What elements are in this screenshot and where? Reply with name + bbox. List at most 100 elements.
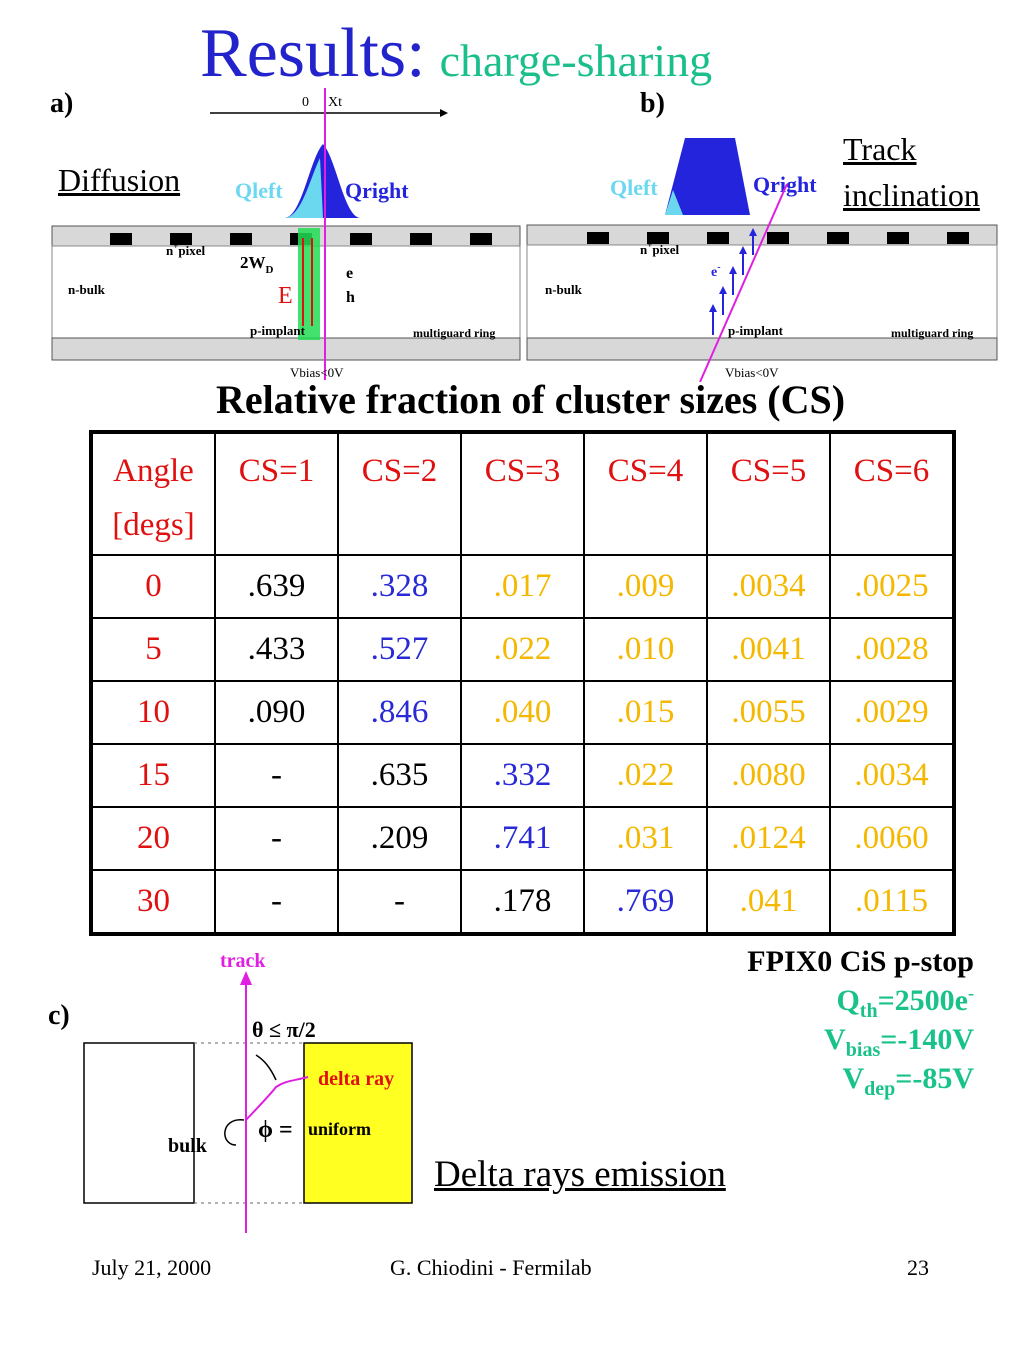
phi-label: ϕ = xyxy=(258,1117,293,1143)
table-cell: .769 xyxy=(583,869,708,935)
table-cell: .0025 xyxy=(829,554,955,619)
table-cell: .209 xyxy=(337,806,462,871)
table-title: Relative fraction of cluster sizes (CS) xyxy=(215,377,846,422)
table-cell: - xyxy=(214,743,339,808)
table-cell: .0115 xyxy=(829,869,955,935)
p-implant-label: p-implant xyxy=(250,323,306,338)
wd-label: 2WD xyxy=(240,253,274,276)
header-angle-line1: Angle xyxy=(113,453,194,489)
pixel-pad-b xyxy=(887,232,909,244)
pixel-pad xyxy=(350,233,372,245)
e-minus-label: e- xyxy=(711,262,721,280)
vdep-symbol: V xyxy=(842,1062,865,1095)
pixel-pad xyxy=(170,233,192,245)
pixel-pad xyxy=(110,233,132,245)
axis-xt: Xt xyxy=(328,95,342,110)
qth-subscript: th xyxy=(859,1000,878,1022)
pixel-pad-b xyxy=(647,232,669,244)
table-cell: .041 xyxy=(706,869,831,935)
row-angle: 5 xyxy=(90,617,216,682)
npixel-label: n+pixel xyxy=(166,241,205,258)
vbias-label: Vbias<0V xyxy=(290,365,344,380)
charge-trapezoid xyxy=(665,138,750,215)
table-cell: .0028 xyxy=(829,617,955,682)
table-cell: .0034 xyxy=(829,743,955,808)
theta-arc xyxy=(255,1054,277,1081)
table-cell: .328 xyxy=(337,554,462,619)
pixel-pad xyxy=(230,233,252,245)
panel-c-label: c) xyxy=(48,1000,70,1031)
p-implant-label-b: p-implant xyxy=(728,323,784,338)
table-row: 30 - - .178 .769 .041 .0115 xyxy=(90,869,955,935)
table-row: 20 - .209 .741 .031 .0124 .0060 xyxy=(90,806,955,871)
table-cell: .017 xyxy=(460,554,585,619)
table-cell: .0055 xyxy=(706,680,831,745)
footer-date: July 21, 2000 xyxy=(92,1255,212,1280)
npixel-label-b: n+pixel xyxy=(640,240,679,257)
nbulk-label-b: n-bulk xyxy=(545,282,583,297)
table-cell: .090 xyxy=(214,680,339,745)
qleft-label: Qleft xyxy=(235,178,283,203)
pixel-pad xyxy=(410,233,432,245)
diffusion-caption: Diffusion xyxy=(58,162,181,198)
electron-label: e xyxy=(346,265,353,282)
table-cell: .0041 xyxy=(706,617,831,682)
table-cell: .635 xyxy=(337,743,462,808)
table-cell: .0029 xyxy=(829,680,955,745)
bulk-box xyxy=(83,1042,195,1204)
table-cell: .846 xyxy=(337,680,462,745)
diffusion-diagram: 0 Xt Qleft Qright n+pixel n-bulk 2WD E e… xyxy=(51,88,521,380)
table-cell: .639 xyxy=(214,554,339,619)
vbias-line: Vbias=-140V xyxy=(747,1023,974,1062)
delta-ray-path xyxy=(245,1076,309,1121)
pixel-pad-b xyxy=(587,232,609,244)
vdep-line: Vdep=-85V xyxy=(747,1062,974,1101)
drift-arrow-head xyxy=(729,266,737,274)
track-inclination-diagram: Qleft Qright n+pixel n-bulk e- p-implant… xyxy=(526,138,998,382)
pixel-pad-b xyxy=(827,232,849,244)
uniform-label: uniform xyxy=(308,1119,371,1139)
table-cell: .527 xyxy=(337,617,462,682)
footer-author: G. Chiodini - Fermilab xyxy=(390,1255,592,1280)
vdep-subscript: dep xyxy=(864,1078,896,1100)
table-row: 15 - .635 .332 .022 .0080 .0034 xyxy=(90,743,955,808)
delta-ray-label: delta ray xyxy=(318,1068,394,1090)
panel-a-label: a) xyxy=(50,88,74,119)
table-cell: - xyxy=(214,806,339,871)
table-cell: .040 xyxy=(460,680,585,745)
header-cs5: CS=5 xyxy=(706,431,831,556)
table-header-row: Angle [degs] CS=1 CS=2 CS=3 CS=4 CS=5 CS… xyxy=(90,431,955,556)
qright-label-b: Qright xyxy=(753,172,817,197)
row-angle: 30 xyxy=(90,869,216,935)
pixel-pad-b xyxy=(767,232,789,244)
charge-trapezoid-left xyxy=(665,190,683,215)
row-angle: 10 xyxy=(90,680,216,745)
header-cs4: CS=4 xyxy=(583,431,708,556)
table-cell: .031 xyxy=(583,806,708,871)
header-angle-line2: [degs] xyxy=(112,507,195,544)
bulk-label: bulk xyxy=(168,1135,208,1157)
drift-arrow-head xyxy=(709,304,717,312)
table-cell: - xyxy=(337,869,462,935)
slide-title: Results: charge-sharing xyxy=(200,14,712,94)
header-cs6: CS=6 xyxy=(829,431,955,556)
table-cell: .010 xyxy=(583,617,708,682)
caption-line-inclination: inclination xyxy=(843,177,980,213)
vbias-label-b: Vbias<0V xyxy=(725,365,779,380)
uniform-box xyxy=(303,1042,413,1204)
title-main: Results: xyxy=(200,15,426,92)
table-cell: .741 xyxy=(460,806,585,871)
header-cs3: CS=3 xyxy=(460,431,585,556)
caption-line-track: Track xyxy=(843,131,917,167)
header-cs1: CS=1 xyxy=(214,431,339,556)
table-cell: .0080 xyxy=(706,743,831,808)
delta-rays-caption: Delta rays emission xyxy=(434,1154,726,1195)
table-row: 5 .433 .527 .022 .010 .0041 .0028 xyxy=(90,617,955,682)
title-sub: charge-sharing xyxy=(439,35,713,86)
inclined-track xyxy=(699,183,788,382)
conditions-block: FPIX0 CiS p-stop Qth=2500e- Vbias=-140V … xyxy=(747,945,974,1101)
qright-label: Qright xyxy=(345,178,409,203)
pixel-pad-b xyxy=(947,232,969,244)
drift-arrow-head xyxy=(719,286,727,294)
delta-ray-diagram: track θ ≤ π/2 delta ray ϕ = uniform bulk xyxy=(83,950,413,1233)
